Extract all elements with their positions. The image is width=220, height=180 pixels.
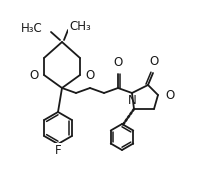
Text: N: N <box>128 94 136 107</box>
Text: O: O <box>113 56 123 69</box>
Text: H₃C: H₃C <box>21 21 43 35</box>
Text: O: O <box>165 89 174 102</box>
Text: O: O <box>29 69 38 82</box>
Text: F: F <box>55 143 61 156</box>
Text: O: O <box>86 69 95 82</box>
Text: CH₃: CH₃ <box>69 19 91 33</box>
Text: O: O <box>149 55 159 68</box>
